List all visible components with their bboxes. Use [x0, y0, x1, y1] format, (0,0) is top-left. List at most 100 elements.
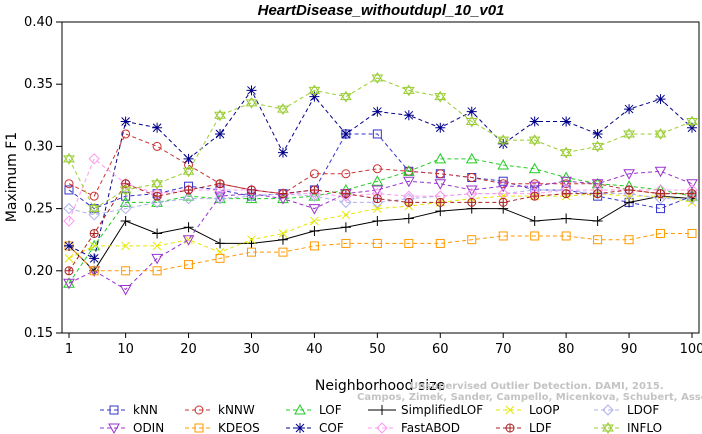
data-point-simplifiedlof [403, 213, 414, 224]
data-point-loop [152, 241, 162, 251]
data-point-odin [151, 253, 163, 265]
data-point-ldf [215, 179, 225, 189]
data-point-ldf [593, 189, 603, 199]
data-point-odin [591, 179, 604, 190]
data-point-inflo [63, 152, 75, 165]
data-point-ldf [89, 228, 99, 238]
legend-label: INFLO [627, 421, 662, 434]
watermark-line-2: Campos, Zimek, Sander, Campello, Micenko… [357, 392, 702, 403]
data-point-simplifiedlof [183, 222, 194, 233]
data-point-knn [121, 191, 131, 201]
data-point-ldof [88, 209, 100, 221]
y-tick-label: 0.35 [24, 77, 53, 92]
data-point-simplifiedlof [120, 216, 131, 227]
data-point-simplifiedlof [529, 216, 540, 227]
data-point-ldof [686, 192, 698, 205]
data-point-knnw [561, 179, 571, 189]
y-tick-label: 0.15 [24, 326, 53, 341]
data-point-inflo [308, 84, 321, 97]
data-point-cof [340, 128, 351, 139]
data-point-simplifiedlof [215, 238, 226, 249]
data-point-cof [152, 122, 163, 133]
data-point-loop [247, 235, 256, 245]
data-point-kdeos [152, 266, 162, 276]
data-point-knnw [121, 129, 131, 139]
x-tick-label: 60 [432, 342, 449, 357]
data-point-ldof [151, 196, 163, 209]
data-point-ldf [152, 191, 162, 201]
legend-label: LOF [319, 403, 342, 417]
legend-label: LDOF [627, 403, 659, 417]
data-point-inflo [277, 103, 289, 116]
data-point-inflo [686, 115, 698, 128]
series-ldf [64, 179, 697, 276]
data-point-ldf [309, 185, 319, 195]
data-point-ldf [561, 189, 571, 199]
data-point-ldf [64, 266, 74, 276]
data-point-knnw [372, 164, 382, 174]
data-point-kdeos [687, 228, 697, 238]
data-point-knn [656, 204, 666, 214]
series-line-inflo [68, 77, 693, 210]
data-point-inflo [591, 140, 604, 153]
data-point-odin [623, 169, 635, 180]
legend-item-loop: LoOP [496, 403, 560, 417]
legend-item-fastabod: FastABOD [368, 421, 460, 434]
data-point-kdeos [184, 260, 194, 270]
data-point-cof [592, 128, 603, 139]
legend-item-knnw: kNNW [185, 403, 255, 417]
x-tick-label: 40 [306, 342, 323, 357]
data-point-knnw [341, 169, 351, 179]
series-loop [64, 189, 697, 263]
data-point-loop [121, 241, 130, 251]
x-tick-label: 10 [117, 342, 134, 357]
data-point-loop [373, 204, 382, 213]
legend-swatch-marker [194, 405, 204, 415]
data-point-ldof [308, 190, 321, 202]
data-point-inflo [402, 84, 415, 97]
legend-swatch-marker [295, 423, 305, 433]
data-point-odin [434, 179, 447, 190]
data-point-cof [561, 116, 572, 127]
data-point-loop [184, 235, 193, 245]
data-point-odin [465, 185, 478, 196]
data-point-ldof [63, 202, 75, 215]
data-point-odin [497, 181, 510, 193]
legend-label: KDEOS [218, 421, 260, 434]
data-point-ldof [214, 192, 226, 205]
series-line-cof [68, 89, 693, 260]
data-point-kdeos [309, 241, 319, 251]
y-axis-label: Maximum F1 [4, 132, 20, 222]
data-point-ldf [656, 189, 666, 199]
legend-item-ldf: LDF [496, 421, 552, 434]
watermark-line-1: Unsupervised Outlier Detection. DAMI, 20… [410, 381, 664, 392]
legend-swatch-marker [109, 405, 119, 415]
data-point-cof [498, 138, 509, 149]
series-line-knn [68, 133, 693, 210]
data-point-simplifiedlof [152, 228, 163, 239]
data-point-cof [246, 85, 257, 96]
legend-label: kNNW [218, 403, 255, 417]
data-point-simplifiedlof [561, 213, 572, 224]
data-point-cof [435, 122, 446, 133]
chart-title: HeartDisease_withoutdupl_10_v01 [258, 2, 505, 19]
data-point-loop [687, 198, 697, 207]
data-point-odin [214, 191, 226, 203]
data-point-loop [278, 229, 288, 238]
y-axis: 0.15 0.20 0.25 0.30 0.35 0.40 [24, 15, 62, 341]
data-point-odin [686, 179, 698, 190]
data-point-inflo [560, 146, 573, 159]
data-point-cof [183, 153, 194, 164]
data-point-ldof [340, 196, 352, 209]
data-point-simplifiedlof [309, 225, 320, 236]
data-point-kdeos [498, 231, 508, 241]
data-point-ldf [467, 197, 477, 207]
data-point-knnw [64, 179, 74, 189]
legend-item-simplifiedlof: SimplifiedLOF [368, 403, 483, 417]
data-point-cof [89, 253, 100, 264]
data-point-kdeos [372, 238, 382, 248]
data-point-cof [687, 122, 697, 133]
data-point-lof [528, 162, 541, 174]
data-point-kdeos [593, 235, 603, 245]
x-tick-label: 1 [65, 342, 73, 357]
